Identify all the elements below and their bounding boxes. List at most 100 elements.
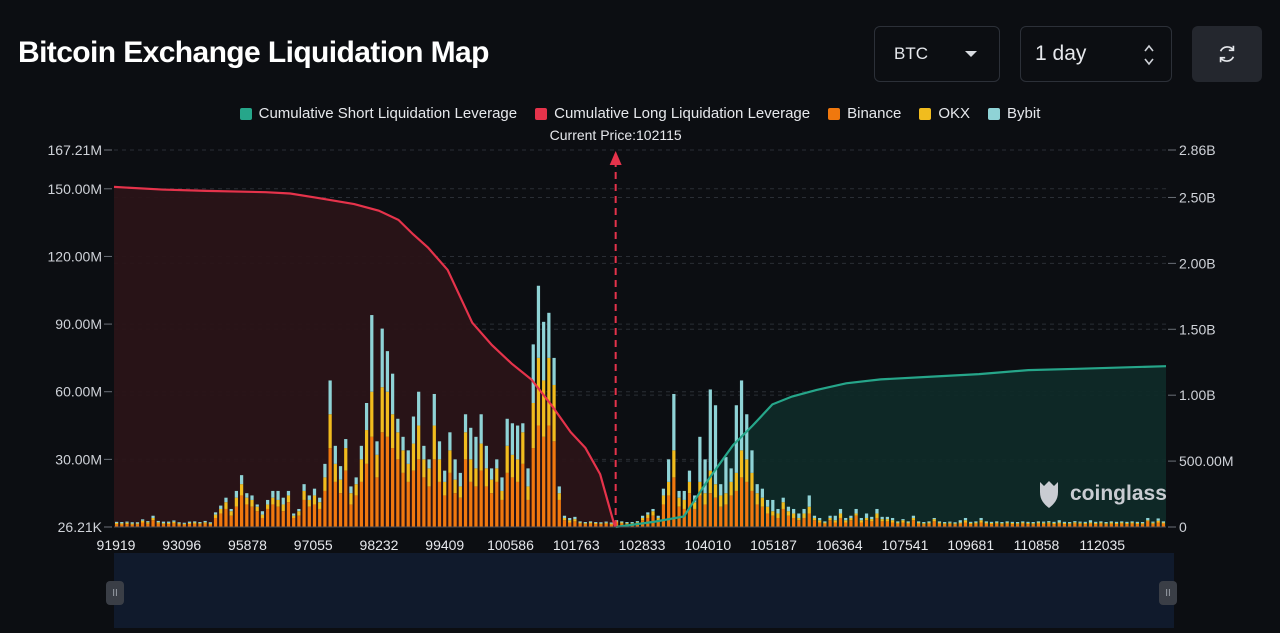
bar-segment-okx (849, 517, 853, 521)
bar-segment-okx (818, 520, 822, 523)
bar-segment-bybit (703, 459, 707, 494)
bar-segment-bybit (224, 497, 228, 503)
bar-segment-bybit (120, 522, 124, 524)
x-tick-label: 95878 (228, 537, 267, 553)
bar-segment-bybit (417, 391, 421, 426)
bar-segment-binance (1057, 523, 1061, 527)
bar-segment-bybit (792, 508, 796, 514)
bar-segment-okx (1099, 522, 1103, 524)
bar-segment-bybit (172, 520, 176, 522)
bar-segment-okx (307, 499, 311, 507)
bar-segment-binance (151, 520, 155, 527)
bar-segment-binance (130, 524, 134, 527)
bar-segment-okx (432, 425, 436, 460)
bar-segment-binance (906, 523, 910, 527)
bar-segment-bybit (489, 468, 494, 480)
bar-segment-binance (281, 511, 285, 527)
bar-segment-binance (1073, 523, 1077, 527)
bar-segment-binance (792, 517, 796, 527)
range-scroller[interactable] (114, 553, 1174, 628)
bar-segment-bybit (724, 457, 728, 494)
bar-segment-bybit (1109, 521, 1113, 523)
bar-segment-binance (771, 515, 775, 527)
scroller-right-handle[interactable]: II (1159, 581, 1177, 605)
bar-segment-bybit (453, 459, 457, 480)
bar-segment-bybit (818, 517, 822, 521)
legend-item-okx[interactable]: OKX (919, 105, 970, 122)
bar-segment-okx (739, 450, 744, 478)
legend-swatch (535, 107, 548, 120)
bar-segment-bybit (594, 522, 598, 523)
bar-segment-bybit (193, 521, 197, 523)
legend-item-short-cumulative[interactable]: Cumulative Short Liquidation Leverage (239, 105, 518, 122)
bar-segment-binance (1041, 523, 1046, 527)
bar-segment-binance (1036, 523, 1041, 527)
bar-segment-binance (427, 486, 431, 527)
coin-select[interactable]: BTC (874, 26, 1000, 82)
bar-segment-binance (375, 477, 379, 527)
bar-segment-binance (974, 523, 978, 527)
bar-segment-binance (172, 523, 176, 527)
bar-segment-okx (458, 486, 462, 498)
bar-segment-binance (286, 502, 291, 527)
bar-segment-okx (198, 523, 202, 525)
bar-segment-binance (958, 523, 962, 527)
time-range-select[interactable]: 1 day (1020, 26, 1172, 82)
spinner-arrows-icon (1144, 44, 1154, 66)
bar-segment-binance (661, 504, 666, 527)
bar-segment-okx (443, 481, 447, 496)
bar-segment-okx (505, 445, 509, 473)
scroller-left-handle[interactable]: II (106, 581, 124, 605)
bar-segment-binance (1021, 523, 1025, 527)
refresh-button[interactable] (1192, 26, 1262, 82)
bar-segment-okx (172, 521, 176, 524)
bar-segment-bybit (568, 517, 572, 521)
bar-segment-binance (963, 522, 968, 527)
bar-segment-okx (349, 493, 353, 505)
bar-segment-bybit (297, 508, 301, 512)
bar-segment-binance (187, 524, 192, 527)
legend-item-long-cumulative[interactable]: Cumulative Long Liquidation Leverage (535, 105, 810, 122)
y-left-tick-label: 120.00M (48, 248, 102, 264)
x-tick-label: 107541 (882, 537, 929, 553)
y-right-tick-label: 2.50B (1179, 189, 1216, 205)
legend-label: Cumulative Short Liquidation Leverage (258, 105, 518, 122)
bar-segment-okx (1057, 522, 1061, 524)
bar-segment-okx (526, 486, 530, 500)
bar-segment-okx (193, 522, 197, 524)
bar-segment-binance (745, 481, 749, 527)
bar-segment-okx (536, 357, 541, 426)
bar-segment-binance (161, 524, 166, 527)
bar-segment-okx (364, 430, 369, 464)
bar-segment-bybit (229, 508, 233, 512)
bar-segment-binance (885, 521, 889, 527)
bar-segment-bybit (161, 521, 166, 524)
bar-segment-okx (156, 522, 160, 524)
bar-segment-okx (812, 517, 817, 521)
bar-segment-bybit (1015, 522, 1020, 524)
x-tick-label: 105187 (750, 537, 797, 553)
bar-segment-binance (141, 522, 145, 527)
bar-segment-binance (349, 504, 353, 527)
legend-item-bybit[interactable]: Bybit (988, 105, 1040, 122)
bar-segment-bybit (838, 508, 843, 514)
bar-segment-okx (620, 522, 624, 524)
bar-segment-binance (864, 520, 869, 527)
bar-segment-okx (864, 517, 869, 521)
bar-segment-binance (182, 524, 186, 527)
bar-segment-bybit (1135, 521, 1139, 523)
bar-segment-okx (120, 523, 124, 525)
bar-segment-bybit (354, 477, 358, 485)
bar-segment-binance (838, 517, 843, 527)
legend-label: OKX (938, 105, 971, 122)
bar-segment-okx (500, 490, 504, 500)
bar-segment-bybit (239, 475, 244, 485)
bar-segment-okx (943, 523, 947, 525)
bar-segment-okx (292, 515, 296, 518)
bar-segment-okx (687, 481, 692, 494)
bar-segment-binance (698, 495, 702, 527)
bar-segment-bybit (609, 522, 613, 524)
bar-segment-bybit (870, 516, 874, 520)
bar-segment-okx (1130, 522, 1134, 524)
legend-item-binance[interactable]: Binance (828, 105, 901, 122)
